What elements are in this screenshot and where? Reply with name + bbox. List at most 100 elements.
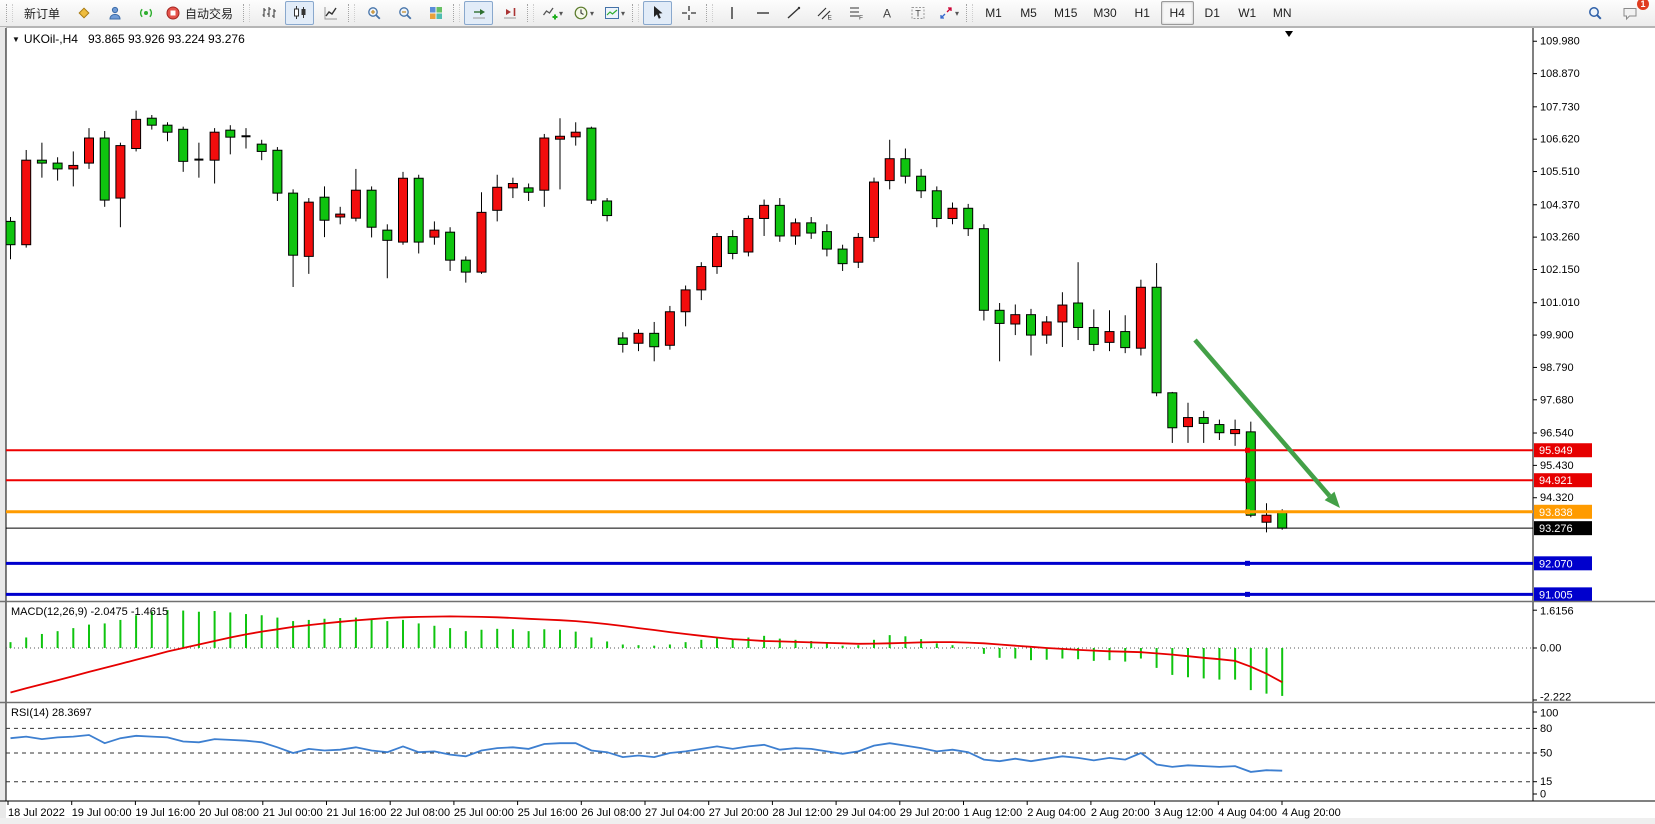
timeframe-m30[interactable]: M30 xyxy=(1086,1,1123,25)
chat-button[interactable]: 1 xyxy=(1615,0,1649,25)
clock-icon xyxy=(573,5,589,21)
zoom-in-button[interactable] xyxy=(359,1,388,25)
timeframe-h4[interactable]: H4 xyxy=(1160,1,1194,25)
search-button[interactable] xyxy=(1580,1,1609,25)
svg-text:A: A xyxy=(883,7,891,21)
timeframe-m15-label: M15 xyxy=(1054,6,1078,20)
timeframe-w1[interactable]: W1 xyxy=(1231,1,1264,25)
price-tick-label: 102.150 xyxy=(1540,264,1580,276)
timeframe-m5[interactable]: M5 xyxy=(1012,1,1045,25)
new-order-button[interactable]: 新订单 xyxy=(17,1,67,25)
price-axis[interactable]: 109.980 108.870 107.730 106.620 105.510 104.3… xyxy=(1533,36,1580,504)
chart-shift-marker[interactable] xyxy=(1285,31,1293,37)
toolbar-grip[interactable] xyxy=(453,4,461,22)
hline-handle[interactable] xyxy=(1245,477,1250,483)
indicators-icon xyxy=(542,5,558,21)
price-tick-label: 107.730 xyxy=(1540,101,1580,113)
autotrading-button[interactable]: 自动交易 xyxy=(162,1,240,25)
hline-93.276[interactable]: 93.276 xyxy=(6,521,1592,536)
toolbar-grip[interactable] xyxy=(632,4,640,22)
toolbar-grip[interactable] xyxy=(348,4,356,22)
timeframe-mn[interactable]: MN xyxy=(1266,1,1299,25)
autoscroll-icon xyxy=(471,5,487,21)
rsi-pane[interactable]: 100 80 50 150 xyxy=(6,708,1558,801)
market-watch-button[interactable] xyxy=(100,1,129,25)
toolbar-grip[interactable] xyxy=(966,4,974,22)
trend-arrow[interactable] xyxy=(1193,338,1340,508)
hline-price-badge: 95.949 xyxy=(1539,445,1573,457)
templates-button[interactable]: ▾ xyxy=(600,1,629,25)
channel-button[interactable]: E xyxy=(810,1,839,25)
toolbar-grip[interactable] xyxy=(243,4,251,22)
timeframe-h1-label: H1 xyxy=(1134,6,1150,20)
hline-handle[interactable] xyxy=(1245,591,1250,597)
macd-label: MACD(12,26,9) -2.0475 -1.4615 xyxy=(11,606,169,618)
arrows-button[interactable]: ▾ xyxy=(934,1,963,25)
tiles-icon xyxy=(428,5,444,21)
zoom-out-button[interactable] xyxy=(390,1,419,25)
time-tick-label: 29 Jul 04:00 xyxy=(836,807,896,819)
indicators-button[interactable]: ▾ xyxy=(538,1,567,25)
cursor-button[interactable] xyxy=(643,1,673,25)
tile-windows-button[interactable] xyxy=(421,1,450,25)
hline-handle[interactable] xyxy=(1245,509,1250,515)
timeframe-m1[interactable]: M1 xyxy=(977,1,1010,25)
svg-text:F: F xyxy=(859,15,863,22)
line-chart-button[interactable] xyxy=(316,1,345,25)
price-tick-label: 105.510 xyxy=(1540,166,1580,178)
rsi-label: RSI(14) 28.3697 xyxy=(11,707,92,719)
hline-price-badge: 92.070 xyxy=(1539,558,1573,570)
symbol-dropdown-icon[interactable]: ▼ xyxy=(12,35,20,44)
toolbar-group: E F A T ▾ xyxy=(704,0,964,27)
trendline-button[interactable] xyxy=(779,1,808,25)
signals-button[interactable] xyxy=(131,1,160,25)
rsi-tick-label: 80 xyxy=(1540,723,1552,735)
charts-profile-button[interactable] xyxy=(69,1,98,25)
candlestick-chart-button[interactable] xyxy=(285,1,315,25)
rsi-tick-label: 50 xyxy=(1540,748,1552,760)
window-bottom-edge xyxy=(0,818,1655,824)
horizontal-line-button[interactable] xyxy=(748,1,777,25)
timeframe-h1[interactable]: H1 xyxy=(1126,1,1159,25)
rsi-line xyxy=(10,734,1283,773)
broadcast-icon xyxy=(138,5,154,21)
toolbar-group xyxy=(451,0,525,27)
channel-icon: E xyxy=(817,5,833,21)
chart-shift-button[interactable] xyxy=(495,1,524,25)
hline-93.838[interactable]: 93.838 xyxy=(6,504,1592,519)
chart-canvas[interactable]: 109.980 108.870 107.730 106.620 105.510 104.3… xyxy=(0,27,1655,824)
bar-chart-button[interactable] xyxy=(254,1,283,25)
toolbar-grip[interactable] xyxy=(6,4,13,22)
text-button[interactable]: A xyxy=(872,1,901,25)
periods-button[interactable]: ▾ xyxy=(569,1,598,25)
time-axis[interactable]: 18 Jul 2022 19 Jul 00:00 19 Jul 16:00 20 Ju… xyxy=(7,801,1341,819)
template-icon xyxy=(604,5,620,21)
toolbar-grip[interactable] xyxy=(706,4,714,22)
price-tick-label: 106.620 xyxy=(1540,134,1580,146)
chart-background xyxy=(0,27,1655,824)
window-left-edge xyxy=(0,27,6,824)
toolbar-group xyxy=(241,0,346,27)
candles xyxy=(5,110,1288,533)
hline-91.005[interactable]: 91.005 xyxy=(6,587,1592,602)
fibonacci-button[interactable]: F xyxy=(841,1,870,25)
hline-price-badge: 94.921 xyxy=(1539,475,1573,487)
search-icon xyxy=(1587,5,1603,21)
crosshair-button[interactable] xyxy=(674,1,703,25)
hline-handle[interactable] xyxy=(1245,447,1250,453)
timeframe-d1[interactable]: D1 xyxy=(1196,1,1229,25)
hline-handle[interactable] xyxy=(1245,560,1250,566)
vertical-line-button[interactable] xyxy=(717,1,746,25)
hline-92.070[interactable]: 92.070 xyxy=(6,556,1592,571)
hline-95.949[interactable]: 95.949 xyxy=(6,443,1592,458)
price-tick-label: 95.430 xyxy=(1540,460,1574,472)
timeframe-m15[interactable]: M15 xyxy=(1047,1,1084,25)
text-label-button[interactable]: T xyxy=(903,1,932,25)
rsi-tick-label: 100 xyxy=(1540,708,1558,720)
hline-94.921[interactable]: 94.921 xyxy=(6,473,1592,488)
toolbar-grip[interactable] xyxy=(527,4,535,22)
macd-tick-label: 1.6156 xyxy=(1540,606,1574,618)
auto-scroll-button[interactable] xyxy=(464,1,494,25)
autotrading-button-label: 自动交易 xyxy=(185,6,234,21)
macd-pane[interactable]: 1.6156 0.00 -2.222 xyxy=(6,606,1574,704)
